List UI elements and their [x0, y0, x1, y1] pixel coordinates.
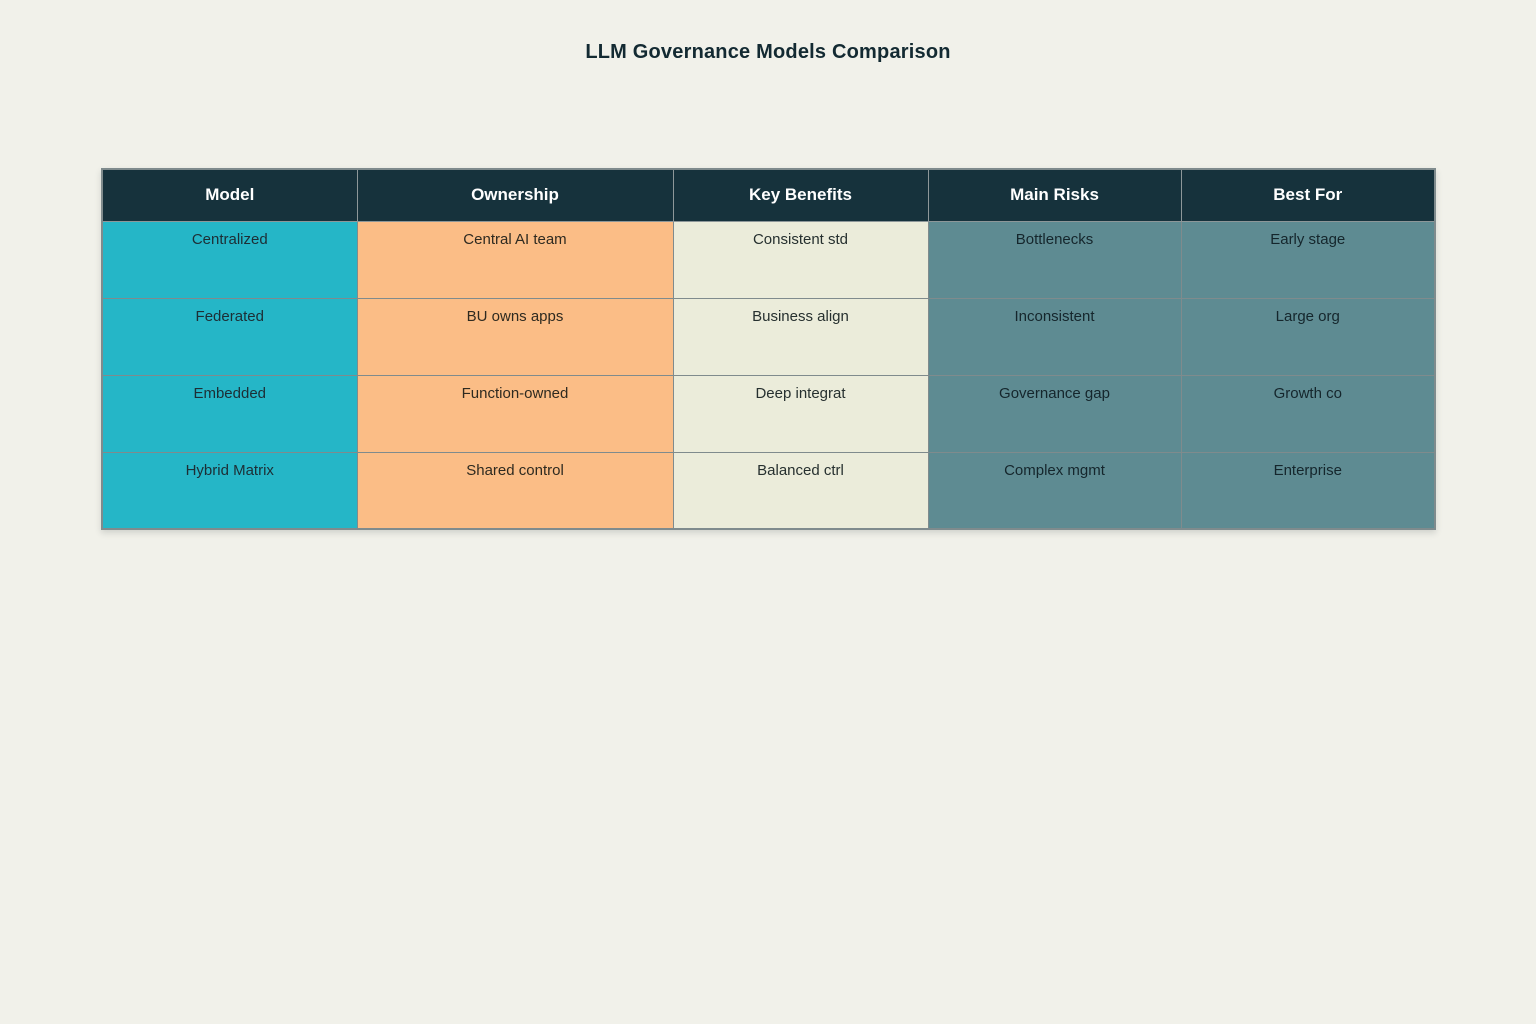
table-row-centralized: Centralized Central AI team Consistent s… [101, 220, 1436, 299]
cell-best-for: Large org [1180, 297, 1436, 376]
table-header-row: Model Ownership Key Benefits Main Risks … [101, 168, 1436, 222]
cell-model: Embedded [101, 374, 358, 453]
table-row-embedded: Embedded Function-owned Deep integrat Go… [101, 374, 1436, 453]
column-header-main-risks: Main Risks [927, 168, 1182, 222]
cell-model: Federated [101, 297, 358, 376]
cell-key-benefits: Business align [672, 297, 929, 376]
cell-main-risks: Inconsistent [927, 297, 1182, 376]
cell-key-benefits: Deep integrat [672, 374, 929, 453]
column-header-ownership: Ownership [356, 168, 674, 222]
cell-main-risks: Governance gap [927, 374, 1182, 453]
cell-ownership: BU owns apps [356, 297, 674, 376]
cell-best-for: Growth co [1180, 374, 1436, 453]
governance-comparison-table: Model Ownership Key Benefits Main Risks … [101, 168, 1436, 530]
cell-main-risks: Bottlenecks [927, 220, 1182, 299]
column-header-key-benefits: Key Benefits [672, 168, 929, 222]
column-header-model: Model [101, 168, 358, 222]
cell-key-benefits: Consistent std [672, 220, 929, 299]
column-header-best-for: Best For [1180, 168, 1436, 222]
page-title: LLM Governance Models Comparison [585, 41, 951, 63]
table-row-hybrid-matrix: Hybrid Matrix Shared control Balanced ct… [101, 451, 1436, 530]
cell-best-for: Early stage [1180, 220, 1436, 299]
cell-model: Centralized [101, 220, 358, 299]
cell-ownership: Central AI team [356, 220, 674, 299]
table-row-federated: Federated BU owns apps Business align In… [101, 297, 1436, 376]
cell-best-for: Enterprise [1180, 451, 1436, 530]
cell-ownership: Shared control [356, 451, 674, 530]
cell-key-benefits: Balanced ctrl [672, 451, 929, 530]
cell-model: Hybrid Matrix [101, 451, 358, 530]
cell-main-risks: Complex mgmt [927, 451, 1182, 530]
cell-ownership: Function-owned [356, 374, 674, 453]
